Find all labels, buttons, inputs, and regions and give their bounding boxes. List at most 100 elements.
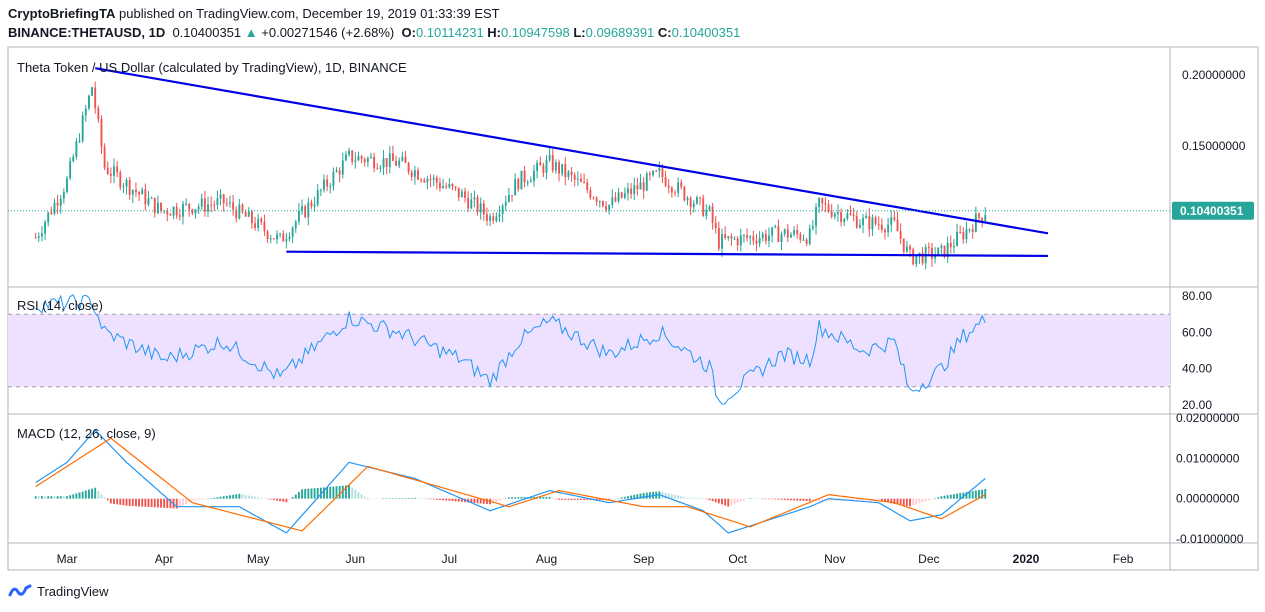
candle	[617, 192, 620, 202]
macd-histogram-bar	[460, 498, 463, 502]
macd-histogram-bar	[965, 492, 968, 499]
candle	[266, 231, 269, 239]
candle	[677, 182, 680, 193]
candle	[144, 189, 147, 205]
macd-histogram-bar	[285, 498, 288, 503]
macd-histogram-bar	[185, 498, 188, 505]
candle	[504, 201, 507, 206]
candle	[244, 212, 247, 217]
macd-histogram-bar	[442, 498, 445, 501]
candle	[260, 218, 263, 223]
candle	[636, 185, 639, 190]
macd-histogram-bar	[326, 487, 329, 499]
macd-histogram-bar	[69, 495, 72, 499]
price-title: Theta Token / US Dollar (calculated by T…	[17, 60, 407, 75]
candle	[66, 178, 68, 193]
macd-histogram-bar	[576, 498, 579, 500]
macd-histogram-bar	[473, 498, 476, 503]
macd-histogram-bar	[774, 498, 777, 500]
candle	[457, 187, 460, 198]
candle	[931, 247, 933, 259]
candle	[391, 153, 394, 161]
macd-histogram-bar	[451, 498, 454, 502]
candle	[761, 233, 764, 238]
candle	[178, 215, 181, 217]
candle	[479, 203, 482, 213]
macd-histogram-bar	[830, 498, 833, 501]
candle	[724, 234, 727, 238]
macd-histogram-bar	[37, 496, 40, 499]
time-tick-label: Jul	[442, 552, 457, 566]
candle	[344, 154, 347, 161]
macd-histogram-bar	[636, 494, 639, 499]
candle	[727, 236, 730, 238]
macd-histogram-bar	[746, 498, 749, 500]
candle	[573, 174, 576, 180]
candle	[833, 213, 836, 217]
candle	[200, 198, 203, 207]
last-price-tag	[1172, 201, 1254, 220]
candle	[554, 162, 557, 171]
candle	[874, 217, 877, 224]
tradingview-logo[interactable]: TradingView	[8, 583, 109, 599]
time-tick-label: Aug	[536, 552, 557, 566]
macd-histogram-bar	[250, 496, 253, 499]
candle	[348, 150, 350, 155]
candle	[526, 182, 529, 184]
candle	[91, 87, 94, 96]
candle	[755, 240, 758, 244]
candle	[97, 108, 100, 120]
candle	[890, 217, 893, 225]
candle	[109, 173, 112, 176]
macd-histogram-bar	[852, 498, 855, 501]
candle	[768, 235, 770, 242]
candle	[113, 166, 115, 176]
candle	[934, 255, 937, 259]
macd-histogram-bar	[476, 498, 479, 504]
candle	[182, 203, 184, 217]
time-tick-label: 2020	[1013, 552, 1040, 566]
macd-histogram-bar	[97, 490, 100, 499]
candle	[272, 238, 275, 240]
candle	[53, 202, 56, 214]
macd-histogram-bar	[749, 498, 752, 499]
candle	[808, 228, 811, 244]
macd-histogram-bar	[84, 490, 87, 499]
macd-histogram-bar	[611, 498, 614, 500]
candle	[72, 156, 75, 162]
candle	[307, 202, 310, 218]
candle	[423, 180, 426, 183]
candle	[667, 185, 670, 188]
candle	[37, 236, 40, 238]
candle	[366, 158, 369, 163]
macd-histogram-bar	[501, 498, 504, 500]
candle	[630, 188, 633, 194]
candle	[263, 222, 266, 232]
candle	[670, 187, 673, 193]
macd-histogram-bar	[420, 498, 423, 499]
symbol: BINANCE:THETAUSD, 1D	[8, 25, 166, 40]
candle	[680, 182, 683, 187]
macd-histogram-bar	[893, 498, 896, 505]
candle	[404, 156, 407, 163]
macd-histogram-bar	[529, 497, 532, 499]
macd-histogram-bar	[517, 497, 520, 499]
candle	[470, 199, 473, 209]
macd-histogram-bar	[542, 496, 545, 499]
candle	[733, 238, 736, 240]
macd-histogram-bar	[981, 489, 984, 499]
macd-histogram-bar	[288, 498, 291, 500]
candle	[561, 164, 564, 174]
macd-histogram-bar	[357, 492, 360, 499]
last-price-label: 0.10400351	[1180, 204, 1244, 218]
macd-histogram-bar	[457, 498, 460, 502]
macd-histogram-bar	[72, 494, 75, 499]
macd-histogram-bar	[341, 485, 344, 499]
macd-histogram-bar	[495, 498, 498, 502]
candle	[232, 202, 235, 210]
candle	[539, 162, 542, 166]
publisher-name[interactable]: CryptoBriefingTA	[8, 6, 116, 21]
macd-histogram-bar	[297, 491, 300, 499]
macd-histogram-bar	[855, 498, 858, 501]
